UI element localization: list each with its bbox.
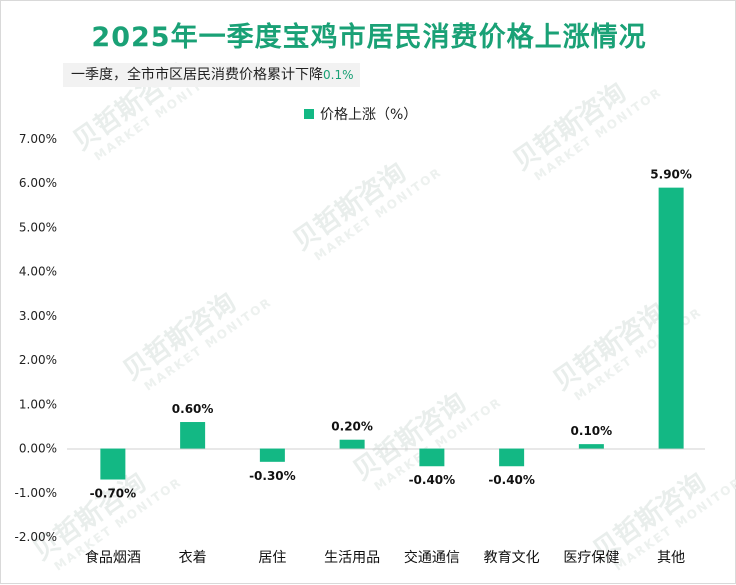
- subtitle-text: 一季度，全市市区居民消费价格累计下降: [71, 67, 323, 83]
- y-tick-label: 6.00%: [19, 176, 57, 190]
- legend-label: 价格上涨（%）: [320, 107, 418, 123]
- y-tick-label: 7.00%: [19, 132, 57, 146]
- bar: [419, 448, 445, 467]
- data-label: 0.60%: [172, 402, 214, 416]
- legend-swatch: [304, 109, 314, 119]
- x-category-label: 教育文化: [484, 550, 540, 566]
- bar: [180, 422, 206, 449]
- y-tick-label: 4.00%: [19, 265, 57, 279]
- y-tick-label: 3.00%: [19, 309, 57, 323]
- bar-series: [100, 187, 684, 480]
- y-tick-label: 2.00%: [19, 353, 57, 367]
- bar: [259, 448, 285, 462]
- data-label: 5.90%: [650, 168, 692, 182]
- data-label: -0.30%: [249, 469, 296, 483]
- data-label: -0.40%: [488, 473, 535, 487]
- y-tick-label: 1.00%: [19, 397, 57, 411]
- x-category-label: 居住: [258, 550, 286, 566]
- chart-subtitle: 一季度，全市市区居民消费价格累计下降0.1%: [63, 63, 360, 87]
- bar: [658, 187, 684, 449]
- bar: [100, 448, 126, 480]
- x-category-label: 食品烟酒: [85, 549, 141, 566]
- bar: [499, 448, 525, 467]
- chart-legend: 价格上涨（%）: [304, 105, 417, 125]
- y-axis-ticks: 7.00% 6.00% 5.00% 4.00% 3.00% 2.00% 1.00% 0.00%…: [15, 132, 57, 544]
- data-labels: -0.70% 0.60% -0.30% 0.20% -0.40% -0.40% 0.10% 5…: [90, 168, 692, 501]
- bar: [578, 444, 604, 449]
- chart-title: 2025年一季度宝鸡市居民消费价格上涨情况: [91, 22, 647, 53]
- bar: [339, 439, 365, 449]
- y-tick-label: 5.00%: [19, 220, 57, 234]
- x-category-label: 生活用品: [324, 550, 380, 566]
- y-tick-label: 0.00%: [19, 442, 57, 456]
- data-label: 0.10%: [571, 424, 613, 438]
- x-category-label: 其他: [657, 550, 685, 566]
- data-label: 0.20%: [331, 420, 373, 434]
- subtitle-highlight: 0.1%: [323, 68, 354, 82]
- x-category-label: 医疗保健: [563, 550, 619, 566]
- x-axis-categories: 食品烟酒 衣着 居住 生活用品 交通通信 教育文化 医疗保健 其他: [85, 549, 685, 566]
- y-tick-label: -1.00%: [15, 486, 57, 500]
- y-tick-label: -2.00%: [15, 530, 57, 544]
- data-label: -0.70%: [90, 487, 137, 501]
- x-category-label: 交通通信: [404, 549, 460, 566]
- data-label: -0.40%: [409, 473, 456, 487]
- x-category-label: 衣着: [179, 550, 207, 566]
